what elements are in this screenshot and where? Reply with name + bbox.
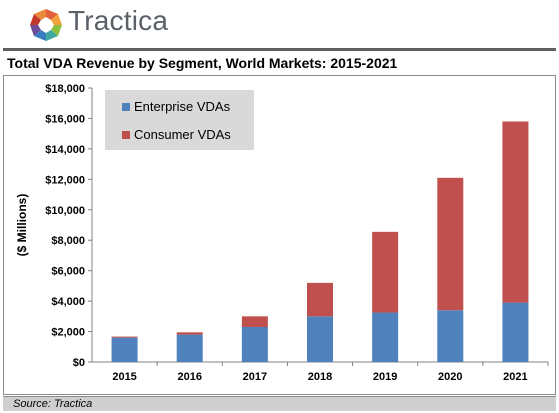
bar-enterprise-2018	[307, 316, 333, 362]
chart-title: Total VDA Revenue by Segment, World Mark…	[7, 55, 398, 71]
y-axis-label: ($ Millions)	[15, 194, 29, 257]
bar-enterprise-2015	[111, 337, 138, 362]
bar-consumer-2015	[111, 336, 138, 338]
tractica-logo-icon	[30, 9, 62, 41]
footer-bar: Source: Tractica	[3, 396, 556, 411]
legend-swatch-enterprise	[122, 103, 130, 111]
y-tick-label: $4,000	[51, 296, 85, 308]
x-tick-label: 2020	[438, 371, 462, 383]
y-tick-label: $6,000	[51, 266, 85, 278]
y-tick-label: $12,000	[45, 174, 85, 186]
bar-consumer-2019	[372, 231, 399, 313]
chart-frame	[3, 75, 556, 395]
bar-consumer-2018	[307, 282, 333, 317]
bar-consumer-2017	[241, 316, 268, 327]
y-tick-label: $10,000	[45, 205, 85, 217]
bar-enterprise-2020	[437, 310, 464, 362]
x-tick-label: 2021	[503, 371, 527, 383]
x-tick-label: 2018	[308, 371, 332, 383]
bar-enterprise-2016	[176, 334, 203, 362]
y-tick-label: $0	[73, 357, 85, 369]
header-divider	[3, 48, 556, 51]
legend-label-consumer: Consumer VDAs	[134, 127, 231, 142]
legend-swatch-consumer	[122, 131, 130, 139]
brand-name: Tractica	[68, 5, 169, 36]
y-tick-label: $14,000	[45, 144, 85, 156]
bar-enterprise-2017	[241, 326, 268, 362]
x-tick-label: 2019	[373, 371, 397, 383]
y-tick-label: $2,000	[51, 327, 85, 339]
y-tick-label: $8,000	[51, 235, 85, 247]
x-tick-label: 2017	[243, 371, 267, 383]
x-tick-label: 2015	[112, 371, 136, 383]
legend-label-enterprise: Enterprise VDAs	[134, 99, 231, 114]
x-tick-label: 2016	[177, 371, 201, 383]
bar-consumer-2020	[437, 177, 464, 311]
y-tick-label: $18,000	[45, 83, 85, 95]
legend-box	[105, 90, 254, 150]
header: Tractica	[0, 0, 559, 46]
bar-enterprise-2021	[502, 302, 529, 362]
source-note: Source: Tractica	[13, 398, 93, 410]
bar-enterprise-2019	[372, 312, 399, 362]
bar-consumer-2016	[176, 332, 203, 335]
y-tick-label: $16,000	[45, 113, 85, 125]
bar-consumer-2021	[502, 121, 529, 303]
